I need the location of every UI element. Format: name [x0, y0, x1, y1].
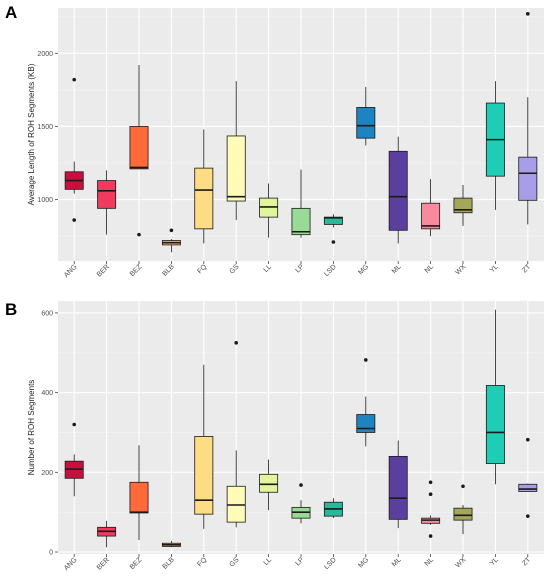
x-tick-label: LP — [294, 263, 305, 274]
outlier-point — [428, 480, 433, 485]
x-tick-label: GS — [229, 556, 241, 568]
x-tick-label: FQ — [196, 556, 208, 568]
x-tick-label: ANG — [63, 556, 79, 572]
x-tick-label: BLB — [162, 263, 177, 278]
y-axis-title: Average Length of ROH Segments (KB) — [27, 63, 36, 205]
outlier-point — [72, 77, 76, 82]
outlier-point — [526, 437, 530, 442]
y-tick-label: 1500 — [37, 124, 53, 131]
box-mg — [356, 107, 376, 139]
box-ll — [259, 473, 279, 493]
x-tick-label: BLB — [162, 556, 177, 571]
x-tick-label: ML — [391, 556, 403, 568]
y-tick-label: 2000 — [37, 51, 53, 58]
panel-a-label: A — [5, 3, 18, 22]
outlier-point — [428, 492, 433, 497]
x-tick-label: ZT — [521, 556, 533, 568]
box-gs — [226, 135, 246, 202]
x-tick-label: GS — [229, 263, 241, 275]
box-fq — [194, 167, 214, 230]
outlier-point — [461, 484, 465, 489]
x-tick-label: ANG — [63, 263, 79, 279]
box-ber — [97, 180, 117, 209]
box-fq — [194, 436, 214, 515]
outlier-point — [331, 240, 336, 244]
x-tick-label: MG — [357, 263, 370, 276]
box-mg — [356, 414, 376, 433]
x-tick-label: LSD — [323, 556, 338, 571]
x-tick-label: MG — [357, 556, 370, 569]
x-tick-label: ZT — [521, 263, 533, 275]
box-lp — [291, 207, 311, 236]
outlier-point — [234, 341, 238, 345]
box-zt — [518, 483, 538, 492]
outlier-point — [364, 358, 368, 362]
box-ml — [388, 150, 408, 231]
box-nl — [421, 202, 441, 230]
x-tick-label: BEZ — [129, 263, 144, 278]
box-wx — [453, 507, 473, 521]
x-tick-label: YL — [489, 556, 500, 567]
x-tick-label: LL — [263, 263, 274, 274]
x-tick-label: ML — [391, 263, 403, 275]
y-tick-label: 400 — [41, 390, 53, 397]
y-tick-label: 200 — [41, 470, 53, 477]
x-tick-label: LP — [294, 556, 305, 567]
outlier-point — [299, 483, 303, 487]
x-tick-label: WX — [454, 556, 467, 569]
x-tick-label: BER — [96, 556, 111, 571]
box-bez — [129, 126, 149, 170]
outlier-point — [169, 228, 174, 233]
y-tick-label: 600 — [41, 310, 53, 317]
x-tick-label: LL — [263, 556, 274, 567]
x-tick-label: NL — [424, 556, 435, 567]
box-ml — [388, 455, 408, 520]
x-tick-label: NL — [424, 263, 435, 274]
x-tick-label: WX — [454, 263, 467, 276]
outlier-point — [137, 232, 141, 237]
panel-b-label: B — [5, 300, 18, 319]
x-tick-label: YL — [489, 263, 500, 274]
outlier-point — [72, 422, 76, 427]
y-tick-label: 0 — [49, 550, 53, 557]
outlier-point — [428, 534, 433, 538]
x-tick-label: BEZ — [129, 556, 144, 571]
y-axis-title: Number of ROH Segments — [27, 380, 36, 476]
roh-count-boxplot: 0 200 400 600 Number of ROH Segments ANG BER BE… — [27, 301, 544, 572]
box-bez — [129, 481, 149, 514]
outlier-point — [72, 218, 76, 222]
x-tick-label: LSD — [323, 263, 338, 278]
y-tick-label: 1000 — [37, 197, 53, 204]
box-yl — [485, 385, 505, 464]
outlier-point — [526, 12, 530, 16]
x-tick-label: BER — [96, 263, 111, 278]
box-zt — [518, 156, 538, 201]
x-tick-label: FQ — [196, 263, 208, 275]
outlier-point — [526, 514, 530, 518]
